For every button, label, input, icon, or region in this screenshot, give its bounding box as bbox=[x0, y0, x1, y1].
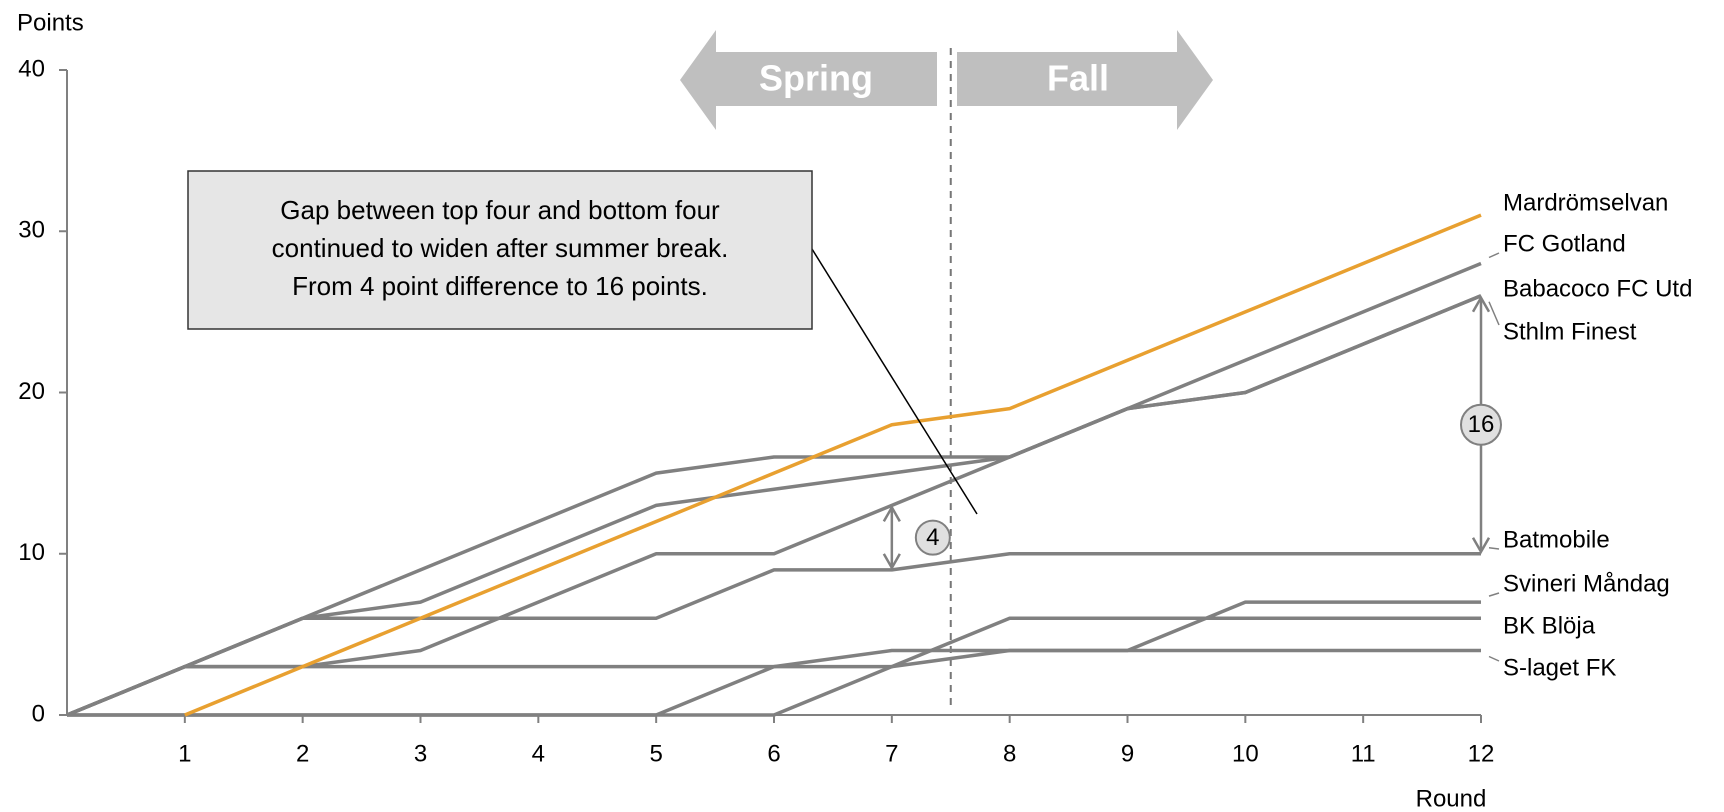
series-line bbox=[184, 213, 1482, 717]
x-tick-label: 1 bbox=[178, 740, 191, 767]
fall-label: Fall bbox=[1047, 58, 1109, 99]
label-leader bbox=[1488, 592, 1500, 597]
x-tick-label: 12 bbox=[1468, 740, 1495, 767]
legend-label: S-laget FK bbox=[1503, 654, 1616, 681]
legend-label: Batmobile bbox=[1503, 526, 1610, 553]
legend-label: Sthlm Finest bbox=[1503, 318, 1637, 345]
y-tick-label: 0 bbox=[32, 700, 45, 727]
label-leader bbox=[1488, 547, 1500, 550]
callout-text: From 4 point difference to 16 points. bbox=[292, 271, 708, 301]
x-tick-label: 10 bbox=[1232, 740, 1259, 767]
x-tick-label: 2 bbox=[296, 740, 309, 767]
gap-label: 4 bbox=[926, 524, 939, 551]
legend-label: FC Gotland bbox=[1503, 230, 1626, 257]
gap-arrow-head bbox=[1471, 537, 1491, 555]
series-line bbox=[67, 616, 1481, 717]
x-tick-label: 5 bbox=[649, 740, 662, 767]
y-tick-label: 20 bbox=[18, 378, 45, 405]
gap-arrow-head bbox=[1471, 295, 1491, 313]
x-tick-label: 7 bbox=[885, 740, 898, 767]
spring-label: Spring bbox=[759, 58, 873, 99]
y-tick-label: 10 bbox=[18, 539, 45, 566]
x-tick-label: 4 bbox=[532, 740, 545, 767]
y-tick-label: 40 bbox=[18, 55, 45, 82]
callout-text: Gap between top four and bottom four bbox=[280, 195, 720, 225]
callout-box bbox=[187, 170, 813, 330]
legend-label: BK Blöja bbox=[1503, 612, 1596, 639]
callout-text: continued to widen after summer break. bbox=[272, 233, 729, 263]
gap-badge bbox=[914, 519, 951, 556]
series-line bbox=[66, 648, 1481, 717]
gap-label: 16 bbox=[1468, 411, 1495, 438]
x-axis-label: Round bbox=[1416, 785, 1487, 812]
x-tick-label: 8 bbox=[1003, 740, 1016, 767]
y-tick-label: 30 bbox=[18, 217, 45, 244]
x-tick-label: 11 bbox=[1351, 740, 1376, 767]
gap-badge bbox=[1460, 403, 1502, 446]
gap-arrow-head bbox=[882, 553, 901, 571]
legend-label: Mardrömselvan bbox=[1503, 189, 1668, 216]
x-tick-label: 3 bbox=[414, 740, 427, 767]
legend-label: Svineri Måndag bbox=[1503, 570, 1670, 597]
gap-arrow-head bbox=[882, 504, 901, 522]
label-leader bbox=[1488, 252, 1500, 259]
legend-label: Babacoco FC Utd bbox=[1503, 275, 1692, 302]
x-tick-label: 6 bbox=[767, 740, 780, 767]
callout-leader bbox=[811, 248, 978, 515]
spring-arrow bbox=[680, 30, 937, 130]
series-line bbox=[66, 552, 1481, 717]
x-tick-label: 9 bbox=[1121, 740, 1134, 767]
y-axis-label: Points bbox=[17, 9, 84, 36]
fall-arrow bbox=[957, 30, 1213, 130]
label-leader bbox=[1488, 655, 1500, 662]
label-leader bbox=[1488, 301, 1500, 326]
